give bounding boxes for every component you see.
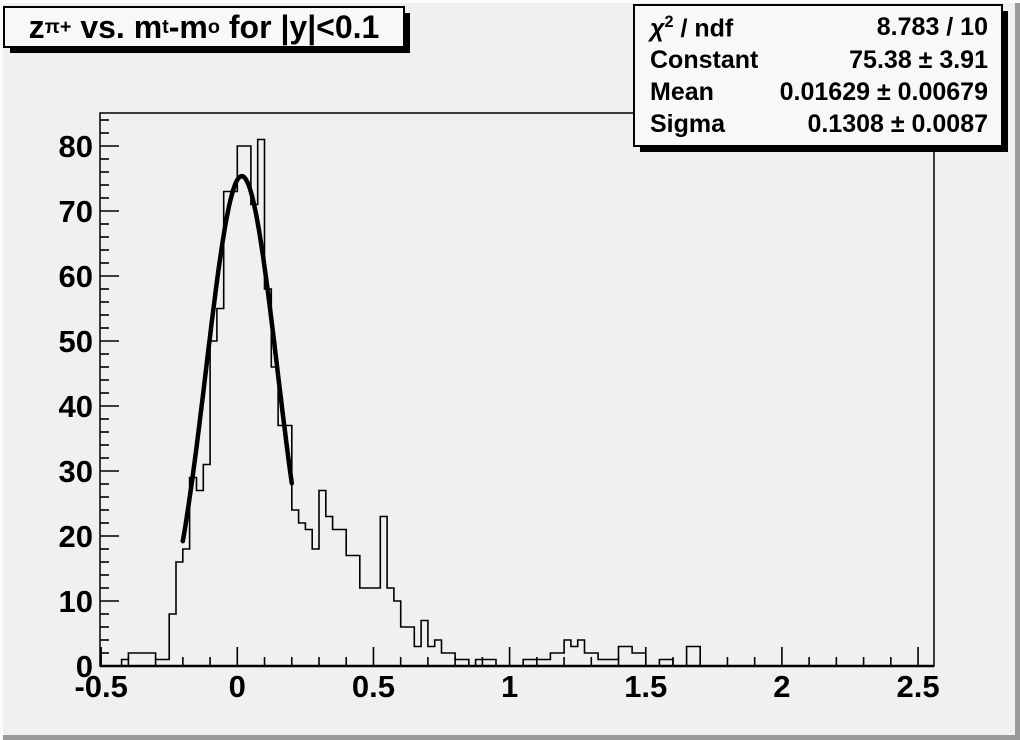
y-tick-label: 80 (59, 129, 93, 164)
y-tick-label: 70 (59, 194, 93, 229)
stats-row-chi2: χ2 / ndf 8.783 / 10 (635, 12, 1001, 42)
y-tick-label: 30 (59, 454, 93, 489)
title-text-part: t (162, 15, 169, 38)
stats-value-constant: 75.38 ± 3.91 (849, 46, 988, 75)
title-box: z π+ vs. m t -m o for |y|<0.1 (3, 6, 405, 48)
title-text-part: for |y|<0.1 (220, 8, 380, 45)
plot-frame (99, 112, 935, 667)
stats-label-chi2: χ2 / ndf (650, 12, 734, 42)
stats-row-constant: Constant 75.38 ± 3.91 (635, 48, 1001, 73)
title-text-part: z (28, 8, 45, 45)
title-text-part: vs. m (71, 8, 163, 45)
y-tick-label: 60 (59, 259, 93, 294)
y-tick-label: 0 (76, 649, 93, 684)
histogram-line (100, 138, 934, 667)
stats-row-sigma: Sigma 0.1308 ± 0.0087 (635, 112, 1001, 137)
title-text-part: o (207, 15, 220, 38)
x-tick-label: 0 (229, 669, 246, 704)
title-text-part: π+ (44, 15, 72, 38)
fit-curve (180, 173, 295, 544)
x-tick-label: 1.5 (624, 669, 667, 704)
stats-row-mean: Mean 0.01629 ± 0.00679 (635, 80, 1001, 105)
x-tick-label: 0.5 (352, 669, 395, 704)
y-tick-label: 10 (59, 584, 93, 619)
fit-stats-box: χ2 / ndf 8.783 / 10 Constant 75.38 ± 3.9… (633, 4, 1003, 147)
x-tick-label: 1 (501, 669, 518, 704)
stats-label-sigma: Sigma (650, 110, 726, 139)
stats-value-chi2: 8.783 / 10 (876, 12, 988, 41)
y-tick-label: 40 (59, 389, 93, 424)
stats-label-mean: Mean (650, 78, 714, 107)
y-tick-label: 20 (59, 519, 93, 554)
y-tick-label: 50 (59, 324, 93, 359)
x-tick-label: 2.5 (896, 669, 939, 704)
title-text-part: -m (168, 8, 208, 45)
stats-label-constant: Constant (650, 46, 759, 75)
stats-value-sigma: 0.1308 ± 0.0087 (807, 110, 988, 139)
x-tick-label: 2 (773, 669, 790, 704)
x-tick-label: -0.5 (74, 669, 127, 704)
stats-value-mean: 0.01629 ± 0.00679 (779, 78, 988, 107)
